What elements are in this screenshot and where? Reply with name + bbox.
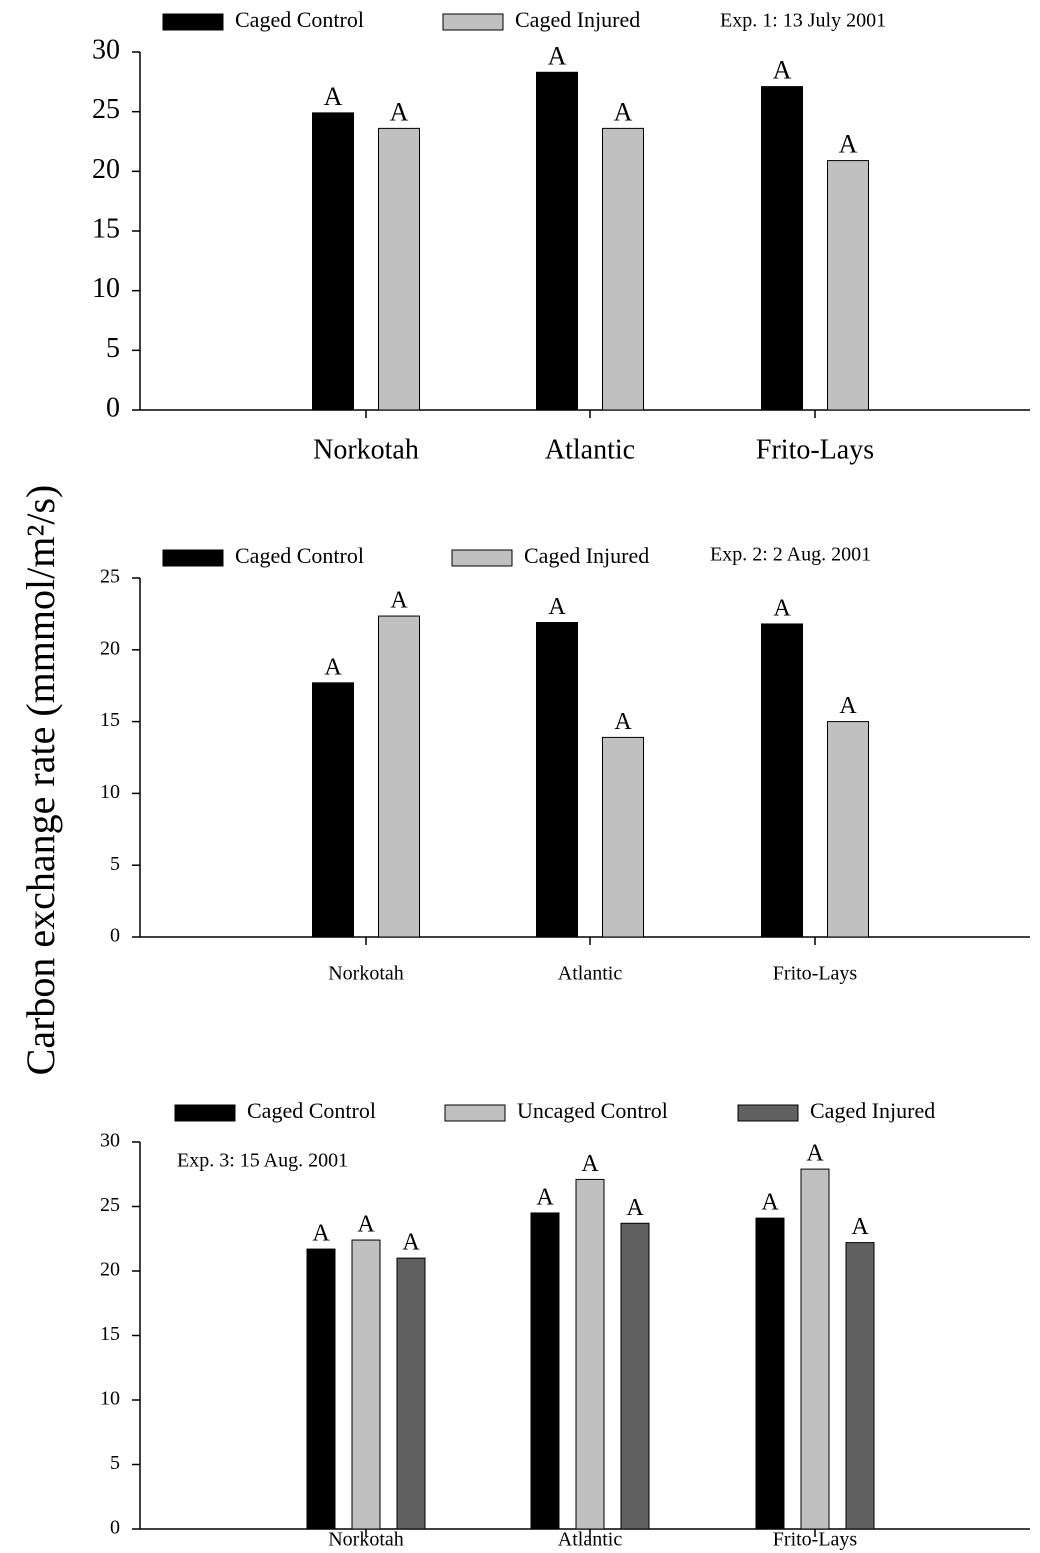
legend-swatch: [444, 1104, 506, 1122]
bar: [575, 1178, 605, 1530]
significance-letter: A: [402, 1230, 420, 1256]
y-tick-label: 25: [100, 566, 120, 588]
significance-letter: A: [312, 1221, 330, 1247]
y-tick-label: 5: [106, 333, 120, 364]
y-tick-label: 10: [92, 273, 120, 304]
y-tick-label: 10: [100, 1388, 120, 1410]
x-tick-label: Atlantic: [558, 963, 623, 985]
significance-letter: A: [324, 82, 343, 111]
significance-letter: A: [614, 709, 632, 735]
subtitle: Exp. 3: 15 Aug. 2001: [177, 1150, 348, 1172]
significance-letter: A: [390, 97, 409, 126]
bar: [827, 160, 869, 411]
significance-letter: A: [839, 130, 858, 159]
legend-swatch: [174, 1104, 236, 1122]
bar: [602, 736, 644, 938]
y-axis-label: Carbon exchange rate (mmmol/m²/s): [18, 485, 63, 1076]
bar: [378, 127, 420, 411]
significance-letter: A: [773, 56, 792, 85]
legend-swatch: [442, 13, 504, 31]
y-tick-label: 20: [100, 637, 120, 659]
y-tick-label: 0: [106, 392, 120, 423]
legend-swatch: [162, 13, 224, 31]
x-tick-label: Norkotah: [328, 1529, 404, 1551]
significance-letter: A: [357, 1212, 375, 1238]
significance-letter: A: [548, 594, 566, 620]
y-tick-label: 15: [92, 213, 120, 244]
significance-letter: A: [536, 1184, 554, 1210]
legend-label: Caged Control: [247, 1098, 376, 1123]
significance-letter: A: [548, 41, 567, 70]
bar: [306, 1248, 336, 1530]
bar: [312, 682, 354, 938]
subtitle: Exp. 2: 2 Aug. 2001: [710, 544, 871, 566]
significance-letter: A: [851, 1214, 869, 1240]
y-tick-label: 0: [110, 925, 120, 947]
bar: [396, 1257, 426, 1530]
legend-swatch: [162, 549, 224, 567]
bar: [602, 127, 644, 411]
x-tick-label: Norkotah: [328, 963, 404, 985]
y-tick-label: 25: [92, 94, 120, 125]
legend-label: Caged Control: [235, 7, 364, 32]
bar: [351, 1239, 381, 1530]
y-tick-label: 15: [100, 1323, 120, 1345]
significance-letter: A: [390, 588, 408, 614]
y-tick-label: 20: [92, 154, 120, 185]
y-tick-label: 5: [110, 1452, 120, 1474]
significance-letter: A: [761, 1190, 779, 1216]
legend-label: Caged Injured: [524, 543, 649, 568]
bar: [536, 622, 578, 938]
legend-label: Caged Injured: [810, 1098, 935, 1123]
bar: [761, 623, 803, 938]
significance-letter: A: [324, 654, 342, 680]
y-tick-label: 30: [92, 34, 120, 65]
bar: [800, 1168, 830, 1530]
legend-swatch: [451, 549, 513, 567]
significance-letter: A: [806, 1141, 824, 1167]
x-tick-label: Atlantic: [545, 434, 635, 465]
legend-label: Caged Injured: [515, 7, 640, 32]
bar: [620, 1222, 650, 1530]
y-tick-label: 25: [100, 1194, 120, 1216]
bar: [845, 1242, 875, 1530]
y-tick-label: 30: [100, 1130, 120, 1152]
y-tick-label: 5: [110, 853, 120, 875]
bar: [530, 1212, 560, 1530]
subtitle: Exp. 1: 13 July 2001: [720, 10, 886, 32]
y-tick-label: 0: [110, 1517, 120, 1539]
legend-swatch: [737, 1104, 799, 1122]
x-tick-label: Frito-Lays: [773, 1529, 858, 1551]
x-tick-label: Frito-Lays: [756, 434, 874, 465]
legend-label: Caged Control: [235, 543, 364, 568]
bar: [536, 71, 578, 411]
x-tick-label: Norkotah: [313, 434, 419, 465]
significance-letter: A: [773, 595, 791, 621]
bar: [755, 1217, 785, 1530]
bar: [378, 615, 420, 938]
x-tick-label: Atlantic: [558, 1529, 623, 1551]
bar: [761, 86, 803, 411]
bar: [312, 112, 354, 411]
significance-letter: A: [614, 97, 633, 126]
significance-letter: A: [626, 1195, 644, 1221]
bar: [827, 721, 869, 938]
y-tick-label: 20: [100, 1259, 120, 1281]
legend-label: Uncaged Control: [517, 1098, 668, 1123]
y-tick-label: 15: [100, 709, 120, 731]
y-tick-label: 10: [100, 781, 120, 803]
significance-letter: A: [839, 693, 857, 719]
significance-letter: A: [581, 1151, 599, 1177]
x-tick-label: Frito-Lays: [773, 963, 858, 985]
